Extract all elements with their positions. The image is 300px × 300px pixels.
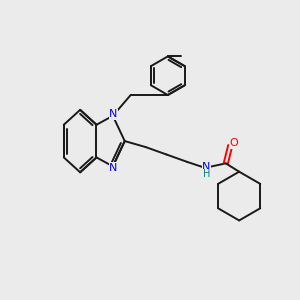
Text: N: N (109, 163, 118, 173)
Text: O: O (230, 138, 238, 148)
Text: H: H (203, 169, 210, 179)
Text: N: N (109, 109, 118, 119)
Text: N: N (202, 162, 211, 172)
